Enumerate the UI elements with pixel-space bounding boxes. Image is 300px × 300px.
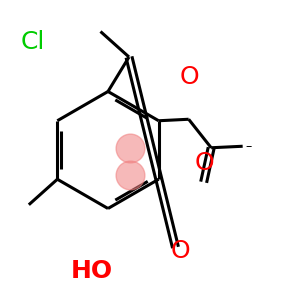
Text: HO: HO — [70, 260, 112, 284]
Text: O: O — [179, 64, 199, 88]
Circle shape — [116, 161, 145, 190]
Circle shape — [116, 134, 145, 163]
Text: Cl: Cl — [21, 30, 45, 54]
Text: O: O — [170, 238, 190, 262]
Text: O: O — [194, 152, 214, 176]
Text: –: – — [246, 140, 252, 153]
